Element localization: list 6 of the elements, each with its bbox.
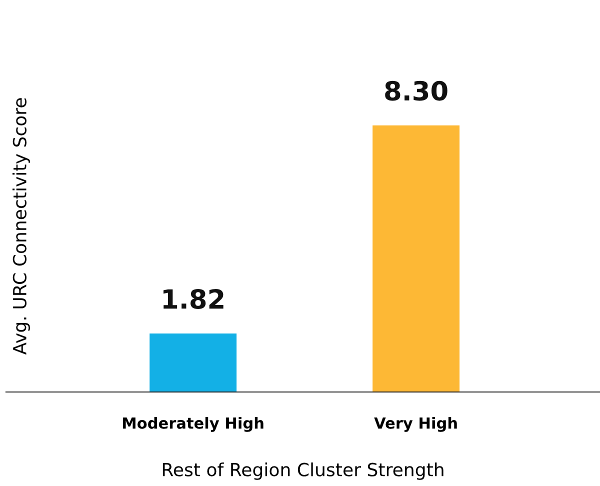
x-tick-label: Very High: [374, 417, 457, 432]
data-label: 1.82: [164, 289, 224, 309]
x-tick-label: Moderately High: [123, 417, 264, 432]
y-axis-title: Avg. URC Connectivity Score: [12, 98, 30, 355]
data-label: 8.30: [385, 80, 448, 101]
x-axis-title: Rest of Region Cluster Strength: [162, 462, 444, 480]
